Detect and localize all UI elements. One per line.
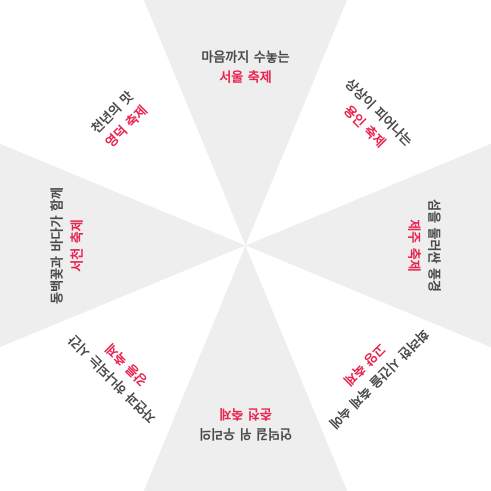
wheel-segment-label[interactable]: 천년의 맛영덕 축제 <box>88 88 151 151</box>
segment-subtitle: 마음까지 수놓는 <box>201 50 289 66</box>
segment-title: 서천 축제 <box>70 219 86 271</box>
wheel-wedge <box>143 245 348 491</box>
segment-subtitle: 동백꽃과 바다가 함께 <box>50 187 66 304</box>
wheel-wedge <box>143 0 348 246</box>
segment-title: 서울 축제 <box>219 70 271 86</box>
segment-subtitle: 섬을 둘러싼 풍경 <box>426 199 442 292</box>
segment-title: 제주 축제 <box>406 219 422 271</box>
wheel-wedge <box>245 143 491 348</box>
wheel-wedge <box>0 143 246 348</box>
segment-subtitle: 언덕길 위 우리의 <box>199 426 292 442</box>
wheel-segment-label[interactable]: 동백꽃과 바다가 함께 서천 축제 <box>50 187 86 304</box>
wheel-segment-label[interactable]: 언덕길 위 우리의 춘천 축제 <box>199 406 292 442</box>
segment-title: 춘천 축제 <box>219 406 271 422</box>
